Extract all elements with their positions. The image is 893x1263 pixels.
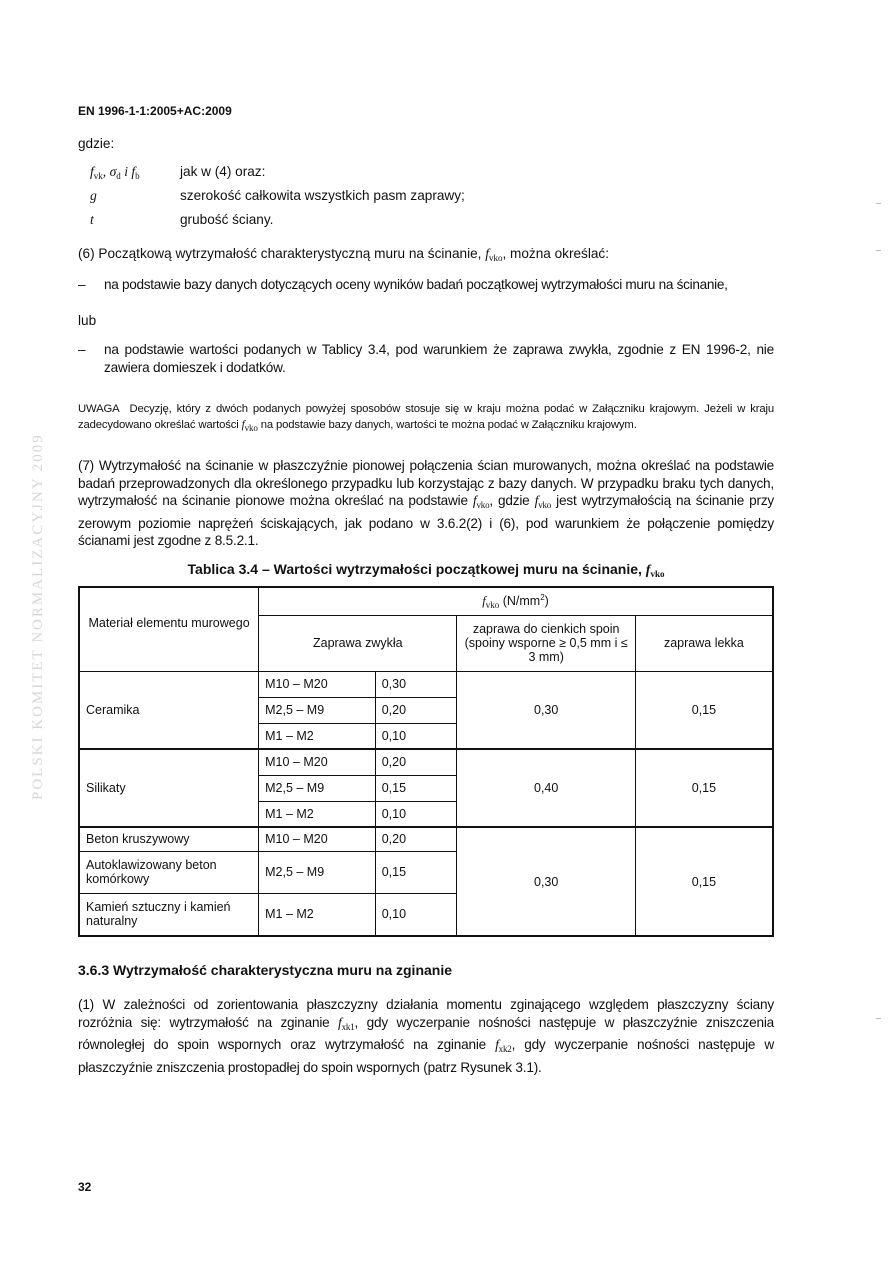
value-cell: 0,20 <box>374 748 458 776</box>
header-thin-mortar: zaprawa do cienkich spoin (spoiny wsporn… <box>456 614 636 672</box>
light-value-cell: 0,15 <box>634 670 774 750</box>
or-label: lub <box>78 313 97 328</box>
light-value-cell: 0,15 <box>634 826 774 937</box>
header-fvko: fvko (N/mm2) <box>258 586 774 616</box>
page-number: 32 <box>78 1180 92 1194</box>
material-cell: Silikaty <box>78 748 260 828</box>
material-cell: Ceramika <box>78 670 260 750</box>
material-cell: Kamień sztuczny i kamień naturalny <box>78 892 260 937</box>
value-cell: 0,10 <box>374 800 458 828</box>
mortar-cell: M1 – M2 <box>258 722 376 750</box>
thin-value-cell: 0,30 <box>456 670 636 750</box>
mortar-cell: M2,5 – M9 <box>258 850 376 894</box>
paragraph-6: (6) Początkową wytrzymałość charakteryst… <box>78 246 610 263</box>
section-heading: 3.6.3 Wytrzymałość charakterystyczna mur… <box>78 962 453 978</box>
value-cell: 0,20 <box>374 696 458 724</box>
mortar-cell: M10 – M20 <box>258 670 376 698</box>
paragraph-1: (1) W zależności od zorientowania płaszc… <box>78 997 774 1075</box>
value-cell: 0,30 <box>374 670 458 698</box>
header-light-mortar: zaprawa lekka <box>634 614 774 672</box>
mortar-cell: M1 – M2 <box>258 800 376 828</box>
margin-mark <box>876 1018 881 1019</box>
value-cell: 0,20 <box>374 826 458 852</box>
document-header: EN 1996-1-1:2005+AC:2009 <box>78 104 232 118</box>
watermark: POLSKI KOMITET NORMALIZACYJNY 2009 <box>30 433 46 800</box>
mortar-cell: M2,5 – M9 <box>258 696 376 724</box>
mortar-cell: M10 – M20 <box>258 748 376 776</box>
material-cell: Autoklawizowany beton komórkowy <box>78 850 260 894</box>
light-value-cell: 0,15 <box>634 748 774 828</box>
value-cell: 0,15 <box>374 850 458 894</box>
header-normal-mortar: Zaprawa zwykła <box>258 614 458 672</box>
bullet-item: – na podstawie wartości podanych w Tablic… <box>78 342 774 375</box>
value-cell: 0,10 <box>374 722 458 750</box>
mortar-cell: M2,5 – M9 <box>258 774 376 802</box>
shear-strength-table: Materiał elementu murowego fvko (N/mm2) … <box>78 586 774 937</box>
note: UWAGA Decyzję, który z dwóch podanych pow… <box>78 403 774 433</box>
margin-mark <box>876 203 881 204</box>
paragraph-7: (7) Wytrzymałość na ścinanie w płaszczyź… <box>78 458 775 549</box>
where-label: gdzie: <box>78 136 115 151</box>
value-cell: 0,10 <box>374 892 458 937</box>
mortar-cell: M10 – M20 <box>258 826 376 852</box>
value-cell: 0,15 <box>374 774 458 802</box>
thin-value-cell: 0,40 <box>456 748 636 828</box>
table-caption: Tablica 3.4 – Wartości wytrzymałości poc… <box>187 561 665 579</box>
material-cell: Beton kruszywowy <box>78 826 260 852</box>
thin-value-cell: 0,30 <box>456 826 636 937</box>
header-material: Materiał elementu murowego <box>78 586 260 672</box>
mortar-cell: M1 – M2 <box>258 892 376 937</box>
bullet-item: – na podstawie bazy danych dotyczących oc… <box>78 277 728 292</box>
margin-mark <box>876 250 881 251</box>
